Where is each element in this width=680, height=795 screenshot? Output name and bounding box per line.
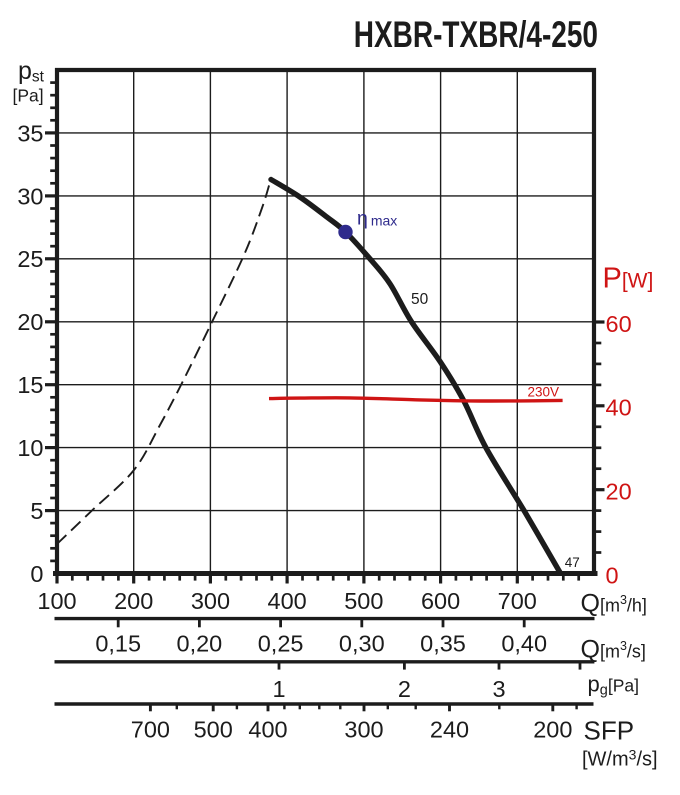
svg-text:15: 15 (17, 372, 43, 398)
svg-text:3: 3 (492, 676, 505, 702)
svg-text:1: 1 (272, 676, 285, 702)
svg-text:60: 60 (606, 311, 632, 337)
svg-text:pg[Pa]: pg[Pa] (588, 672, 639, 699)
svg-text:200: 200 (114, 588, 153, 614)
svg-text:HXBR-TXBR/4-250: HXBR-TXBR/4-250 (354, 14, 598, 56)
svg-text:400: 400 (248, 716, 287, 742)
svg-text:Q[m3/h]: Q[m3/h] (581, 589, 647, 617)
svg-text:0,25: 0,25 (258, 630, 304, 656)
svg-text:25: 25 (17, 246, 43, 272)
svg-text:20: 20 (17, 309, 43, 335)
svg-text:300: 300 (191, 588, 230, 614)
svg-text:[W/m3/s]: [W/m3/s] (582, 746, 658, 770)
svg-text:20: 20 (606, 479, 632, 505)
svg-text:40: 40 (606, 395, 632, 421)
svg-text:50: 50 (411, 291, 429, 308)
svg-text:0: 0 (606, 562, 619, 588)
svg-text:200: 200 (533, 716, 572, 742)
svg-text:230V: 230V (528, 384, 560, 399)
svg-text:0,35: 0,35 (420, 630, 466, 656)
svg-text:47: 47 (565, 555, 580, 570)
svg-text:0,20: 0,20 (177, 630, 223, 656)
svg-text:SFP: SFP (584, 716, 635, 746)
svg-text:0,15: 0,15 (95, 630, 141, 656)
svg-text:0: 0 (30, 561, 43, 587)
svg-text:240: 240 (430, 716, 469, 742)
svg-text:2: 2 (398, 676, 411, 702)
svg-text:600: 600 (421, 588, 460, 614)
svg-text:300: 300 (344, 716, 383, 742)
svg-text:500: 500 (344, 588, 383, 614)
svg-text:0,40: 0,40 (501, 630, 547, 656)
svg-text:5: 5 (30, 498, 43, 524)
svg-text:[Pa]: [Pa] (13, 85, 44, 105)
svg-text:500: 500 (194, 716, 233, 742)
svg-text:0,30: 0,30 (339, 630, 385, 656)
svg-text:100: 100 (37, 588, 76, 614)
svg-text:400: 400 (268, 588, 307, 614)
svg-text:700: 700 (131, 716, 170, 742)
svg-text:700: 700 (498, 588, 537, 614)
svg-text:10: 10 (17, 435, 43, 461)
svg-text:35: 35 (17, 120, 43, 146)
svg-text:30: 30 (17, 183, 43, 209)
